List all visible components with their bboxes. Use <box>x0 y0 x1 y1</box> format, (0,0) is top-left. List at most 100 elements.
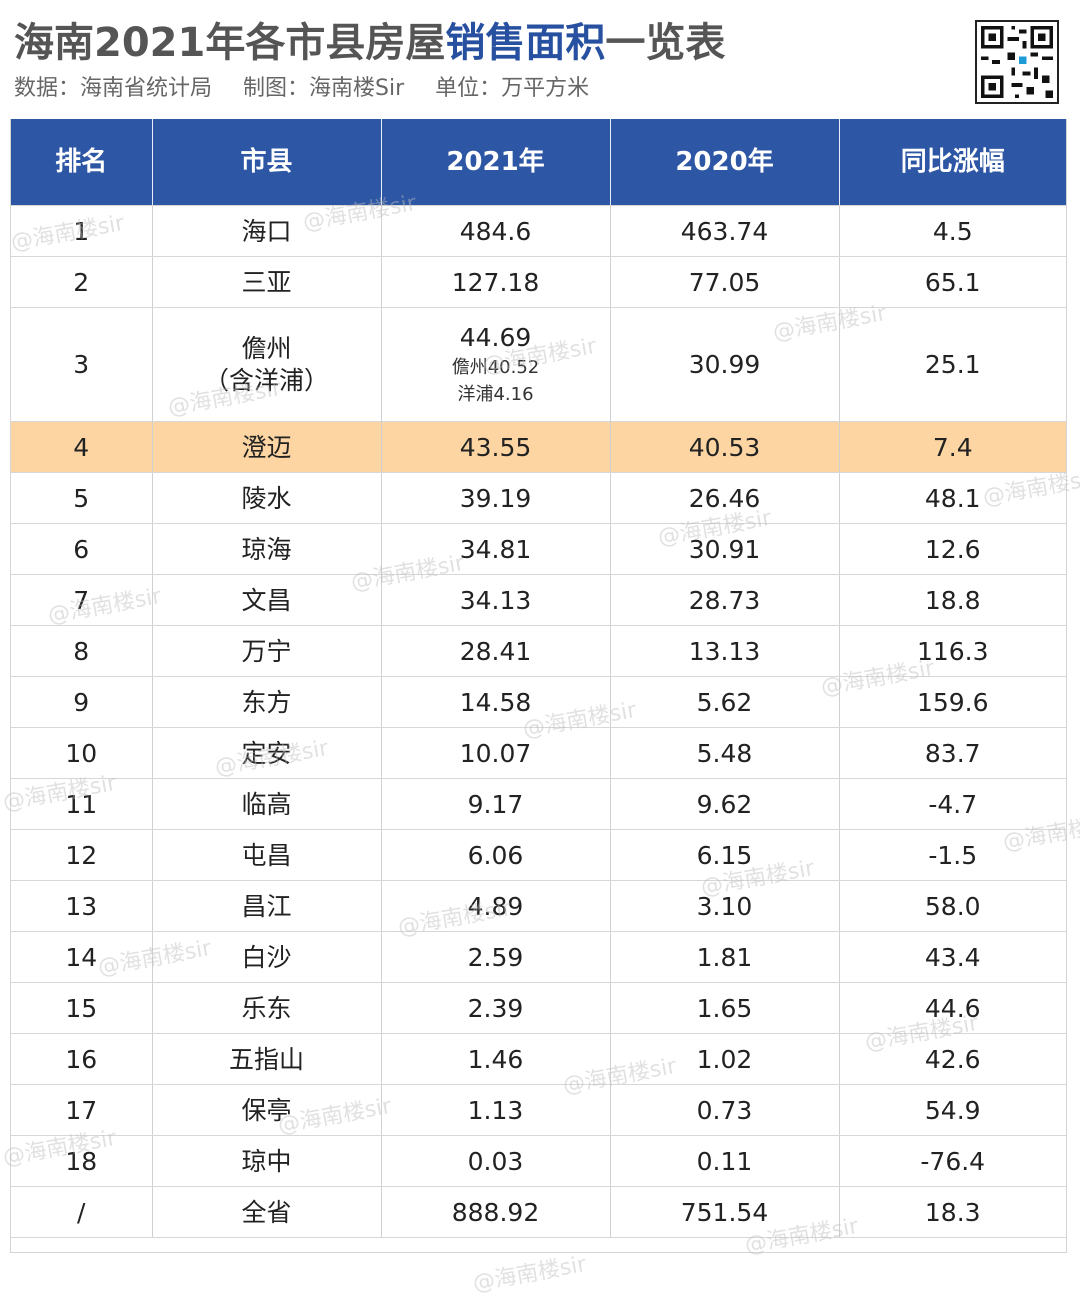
table-row: / 全省 888.92 751.54 18.3 <box>11 1186 1066 1238</box>
rank-cell: 10 <box>11 727 153 779</box>
city-cell: 东方 <box>152 676 382 728</box>
page-subtitle: 数据：海南省统计局 制图：海南楼Sir 单位：万平方米 <box>14 72 954 106</box>
yoy-cell: 116.3 <box>839 625 1066 677</box>
value-2020-cell: 463.74 <box>610 205 840 257</box>
rank-cell: 5 <box>11 472 153 524</box>
value-2021: 44.69 <box>459 322 532 352</box>
city-cell: 陵水 <box>152 472 382 524</box>
rank-cell: 13 <box>11 880 153 932</box>
value-2021-cell: 2.39 <box>381 982 611 1034</box>
value-2021-cell: 14.58 <box>381 676 611 728</box>
city-cell: 澄迈 <box>152 421 382 473</box>
value-2021-cell: 44.69 儋州40.52 洋浦4.16 <box>381 307 611 422</box>
value-2021-cell: 888.92 <box>381 1186 611 1238</box>
value-2021-cell: 43.55 <box>381 421 611 473</box>
yoy-cell: 18.3 <box>839 1186 1066 1238</box>
table-row: 17 保亭 1.13 0.73 54.9 <box>11 1084 1066 1136</box>
table-header-row: 排名 市县 2021年 2020年 同比涨幅 <box>11 119 1066 206</box>
table-row: 13 昌江 4.89 3.10 58.0 <box>11 880 1066 932</box>
value-2020-cell: 0.73 <box>610 1084 840 1136</box>
value-2021-cell: 1.13 <box>381 1084 611 1136</box>
yoy-cell: 7.4 <box>839 421 1066 473</box>
city-stack: 儋州 （含洋浦） <box>204 333 329 397</box>
yoy-cell: 65.1 <box>839 256 1066 308</box>
value-2021-detail: 洋浦4.16 <box>457 383 534 405</box>
yoy-cell: 159.6 <box>839 676 1066 728</box>
value-2021-cell: 0.03 <box>381 1135 611 1187</box>
rank-cell: 1 <box>11 205 153 257</box>
value-2020-cell: 40.53 <box>610 421 840 473</box>
value-2020-cell: 0.11 <box>610 1135 840 1187</box>
table-row: 9 东方 14.58 5.62 159.6 <box>11 676 1066 728</box>
table-row: 8 万宁 28.41 13.13 116.3 <box>11 625 1066 677</box>
rank-cell: 17 <box>11 1084 153 1136</box>
value-2020-cell: 30.99 <box>610 307 840 422</box>
value-2020-cell: 6.15 <box>610 829 840 881</box>
table-row: 14 白沙 2.59 1.81 43.4 <box>11 931 1066 983</box>
value-2020-cell: 26.46 <box>610 472 840 524</box>
column-header-rank: 排名 <box>11 119 153 206</box>
rank-cell: 16 <box>11 1033 153 1085</box>
yoy-cell: -76.4 <box>839 1135 1066 1187</box>
city-cell: 昌江 <box>152 880 382 932</box>
value-2021-stack: 44.69 儋州40.52 洋浦4.16 <box>452 322 540 408</box>
city-cell: 临高 <box>152 778 382 830</box>
value-2021-cell: 484.6 <box>381 205 611 257</box>
city-cell: 乐东 <box>152 982 382 1034</box>
yoy-cell: 83.7 <box>839 727 1066 779</box>
table-row: 12 屯昌 6.06 6.15 -1.5 <box>11 829 1066 881</box>
title-suffix: 一览表 <box>605 20 726 66</box>
value-2021-cell: 9.17 <box>381 778 611 830</box>
rank-cell: 14 <box>11 931 153 983</box>
rank-cell: 18 <box>11 1135 153 1187</box>
yoy-cell: 44.6 <box>839 982 1066 1034</box>
city-cell: 保亭 <box>152 1084 382 1136</box>
value-2020-cell: 5.62 <box>610 676 840 728</box>
city-cell: 琼中 <box>152 1135 382 1187</box>
value-2021-cell: 28.41 <box>381 625 611 677</box>
sales-area-table-container: 排名 市县 2021年 2020年 同比涨幅 1 海口 484.6 463.74 4.5… <box>10 119 1067 1253</box>
table-row: 4 澄迈 43.55 40.53 7.4 <box>11 421 1066 473</box>
qr-code-icon <box>975 20 1059 104</box>
rank-cell: 4 <box>11 421 153 473</box>
table-header: 排名 市县 2021年 2020年 同比涨幅 <box>11 119 1066 206</box>
value-2021-cell: 2.59 <box>381 931 611 983</box>
table-row: 7 文昌 34.13 28.73 18.8 <box>11 574 1066 626</box>
watermark-text: @海南楼sir <box>471 1252 589 1297</box>
source-label: 数据：海南省统计局 <box>14 76 213 101</box>
rank-cell: 2 <box>11 256 153 308</box>
value-2020-cell: 28.73 <box>610 574 840 626</box>
value-2020-cell: 1.02 <box>610 1033 840 1085</box>
yoy-cell: 25.1 <box>839 307 1066 422</box>
rank-cell: 7 <box>11 574 153 626</box>
yoy-cell: 12.6 <box>839 523 1066 575</box>
rank-cell: 6 <box>11 523 153 575</box>
city-cell: 屯昌 <box>152 829 382 881</box>
city-name: 儋州 <box>241 333 292 363</box>
title-accent: 销售面积 <box>445 20 606 66</box>
table-body: 1 海口 484.6 463.74 4.5 2 三亚 127.18 77.05 65.1 3 儋州 （含… <box>11 205 1066 1238</box>
value-2021-cell: 34.13 <box>381 574 611 626</box>
rank-cell: 8 <box>11 625 153 677</box>
value-2020-cell: 751.54 <box>610 1186 840 1238</box>
rank-cell: 11 <box>11 778 153 830</box>
value-2020-cell: 13.13 <box>610 625 840 677</box>
rank-cell: 15 <box>11 982 153 1034</box>
table-row: 1 海口 484.6 463.74 4.5 <box>11 205 1066 257</box>
value-2021-cell: 1.46 <box>381 1033 611 1085</box>
value-2020-cell: 3.10 <box>610 880 840 932</box>
value-2020-cell: 9.62 <box>610 778 840 830</box>
value-2020-cell: 30.91 <box>610 523 840 575</box>
yoy-cell: 48.1 <box>839 472 1066 524</box>
rank-cell: 9 <box>11 676 153 728</box>
rank-cell: 3 <box>11 307 153 422</box>
table-row: 3 儋州 （含洋浦） 44.69 儋州40.52 洋浦4.16 30.99 25.1 <box>11 307 1066 422</box>
city-cell: 琼海 <box>152 523 382 575</box>
column-header-city: 市县 <box>152 119 382 206</box>
value-2021-cell: 10.07 <box>381 727 611 779</box>
rank-cell: / <box>11 1186 153 1238</box>
city-cell: 文昌 <box>152 574 382 626</box>
city-cell: 海口 <box>152 205 382 257</box>
yoy-cell: 43.4 <box>839 931 1066 983</box>
page-header: 海南2021年各市县房屋销售面积一览表 数据：海南省统计局 制图：海南楼Sir … <box>14 14 954 114</box>
